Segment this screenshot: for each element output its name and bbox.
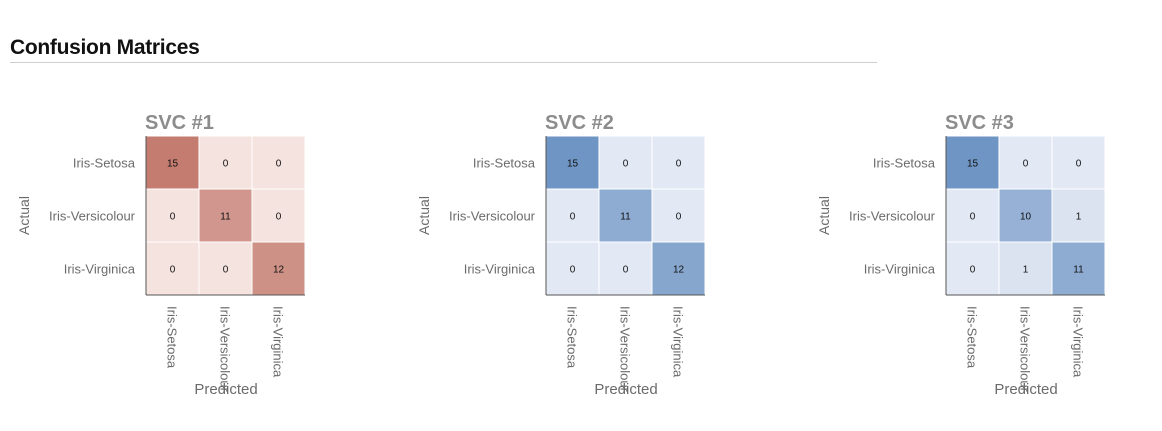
- cell-value-label: 0: [170, 265, 176, 276]
- matrix-cell: [598, 188, 653, 243]
- cell-value-label: 0: [1076, 159, 1082, 170]
- y-axis-title: Actual: [816, 196, 832, 235]
- matrix-cell: [598, 135, 653, 190]
- y-axis-title: Actual: [16, 196, 32, 235]
- matrix-title: SVC #3: [945, 112, 1014, 134]
- y-tick-label: Iris-Versicolour: [449, 209, 536, 224]
- y-tick-label: Iris-Setosa: [73, 156, 136, 171]
- x-tick-label: Iris-Setosa: [165, 306, 180, 369]
- confusion-matrix-3: SVC #315 0 00 10 10 1 11Iris-SetosaIris-Versic…: [816, 112, 1106, 398]
- matrix-title: SVC #1: [145, 112, 214, 134]
- cell-value-label: 0: [970, 265, 976, 276]
- x-axis-title: Predicted: [994, 381, 1057, 398]
- cell-value-label: 0: [676, 159, 682, 170]
- y-tick-label: Iris-Virginica: [864, 262, 936, 277]
- matrix-cell: [998, 188, 1053, 243]
- cell-value-label: 0: [170, 212, 176, 223]
- cell-value-label: 10: [1020, 212, 1032, 223]
- matrix-cell: [198, 135, 253, 190]
- cell-value-label: 12: [673, 265, 685, 276]
- matrix-cell: [651, 135, 706, 190]
- x-axis-title: Predicted: [594, 381, 657, 398]
- cell-value-label: 0: [1023, 159, 1029, 170]
- matrix-cell: [145, 241, 200, 296]
- cell-value-label: 0: [570, 212, 576, 223]
- y-tick-label: Iris-Setosa: [873, 156, 936, 171]
- matrix-cell: [998, 241, 1053, 296]
- cell-value-label: 1: [1023, 265, 1029, 276]
- cell-value-label: 0: [570, 265, 576, 276]
- y-axis-title: Actual: [416, 196, 432, 235]
- matrix-cell: [651, 188, 706, 243]
- x-tick-label: Iris-Setosa: [565, 306, 580, 369]
- x-axis-title: Predicted: [194, 381, 257, 398]
- cell-value-label: 0: [623, 159, 629, 170]
- matrix-cell: [545, 135, 600, 190]
- cell-value-label: 0: [223, 265, 229, 276]
- x-tick-label: Iris-Versicolour: [618, 306, 633, 393]
- section-title-underline: [10, 62, 877, 63]
- matrix-cell: [251, 188, 306, 243]
- cell-value-label: 11: [1073, 265, 1084, 276]
- matrix-cell: [251, 135, 306, 190]
- cell-value-label: 0: [276, 212, 282, 223]
- cell-value-label: 15: [567, 159, 579, 170]
- y-tick-label: Iris-Versicolour: [49, 209, 136, 224]
- x-tick-label: Iris-Versicolour: [218, 306, 233, 393]
- cell-value-label: 11: [220, 212, 231, 223]
- confusion-matrix-1: SVC #1 15 0 0 0 11 0 0 0 12 Iris-Setosa Iris-Versic…: [16, 112, 306, 398]
- matrix-cell: [651, 241, 706, 296]
- cell-value-label: 0: [970, 212, 976, 223]
- matrix-cell: [1051, 241, 1106, 296]
- confusion-matrix-2: SVC #2 15 0 0 0 11 0 0 0 12 Iris-Setosa Iris-Versic…: [416, 112, 706, 398]
- y-tick-label: Iris-Versicolour: [849, 209, 936, 224]
- cell-value-label: 11: [620, 212, 631, 223]
- matrix-title: SVC #2: [545, 112, 614, 134]
- matrix-cell: [1051, 135, 1106, 190]
- section-title: Confusion Matrices: [10, 36, 200, 59]
- x-tick-label: Iris-Virginica: [271, 306, 286, 378]
- cell-value-label: 15: [167, 159, 179, 170]
- y-tick-label: Iris-Virginica: [464, 262, 536, 277]
- cell-value-label: 1: [1076, 212, 1082, 223]
- y-tick-label: Iris-Virginica: [64, 262, 136, 277]
- cell-value-label: 0: [623, 265, 629, 276]
- cell-value-label: 0: [276, 159, 282, 170]
- matrix-cell: [1051, 188, 1106, 243]
- cell-value-label: 0: [223, 159, 229, 170]
- x-tick-label: Iris-Virginica: [1071, 306, 1086, 378]
- x-tick-label: Iris-Setosa: [965, 306, 980, 369]
- cell-value-label: 12: [273, 265, 285, 276]
- x-tick-label: Iris-Virginica: [671, 306, 686, 378]
- x-tick-label: Iris-Versicolour: [1018, 306, 1033, 393]
- cell-value-label: 0: [676, 212, 682, 223]
- cell-value-label: 15: [967, 159, 979, 170]
- y-tick-label: Iris-Setosa: [473, 156, 536, 171]
